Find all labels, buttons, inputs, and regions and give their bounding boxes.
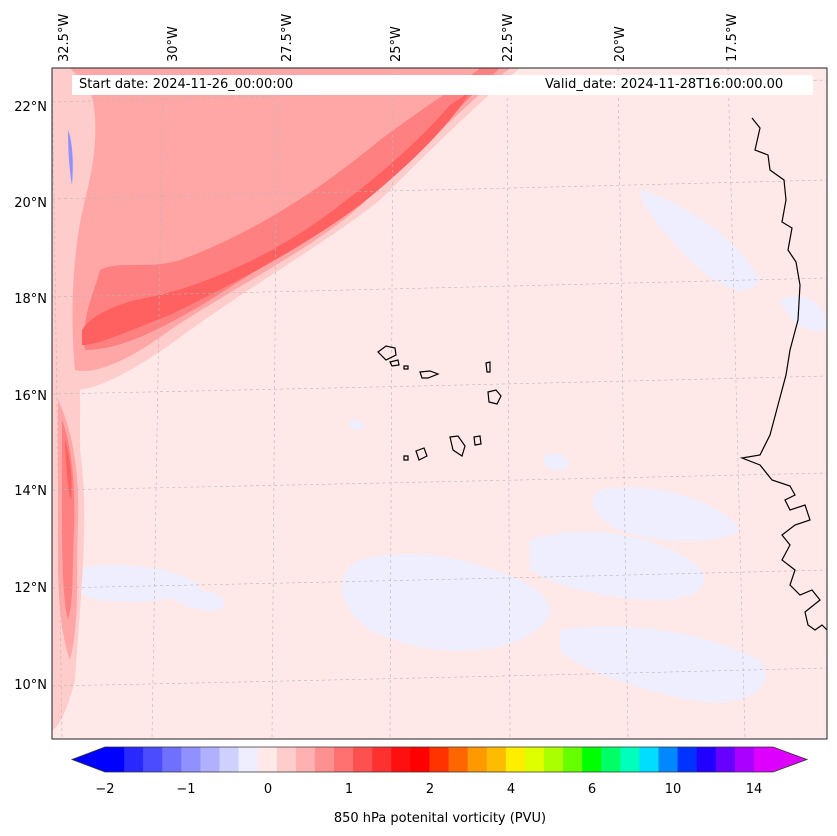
lat-label: 20°N [14,196,47,211]
colorbar-segment [372,747,392,772]
colorbar-segment [410,747,430,772]
colorbar-segment [276,747,297,772]
colorbar-segment [639,747,659,772]
colorbar-segment [563,747,583,772]
colorbar-segment [448,747,469,772]
start-date-box: Start date: 2024-11-26_00:00:00 [72,75,549,95]
colorbar-segment [543,747,564,772]
colorbar-tick-label: 6 [588,782,596,797]
colorbar-segment [353,747,373,772]
colorbar-tick-labels: −2 −1 0 1 2 4 6 10 14 [95,782,762,797]
colorbar-segment [486,747,507,772]
lon-label: 27.5°W [280,14,295,62]
colorbar-segment [143,747,163,772]
colorbar-segment [677,747,698,772]
map-frame [51,67,828,740]
lat-label: 22°N [14,100,47,115]
lat-label: 16°N [14,389,47,404]
colorbar-tick-label: −2 [95,782,114,797]
lat-label: 12°N [14,581,47,596]
lon-label: 22.5°W [501,14,516,62]
lon-label: 17.5°W [725,14,740,62]
colorbar-extend-high [773,747,807,772]
colorbar-tick-label: −1 [176,782,195,797]
colorbar-segment [257,747,278,772]
colorbar-segment [429,747,450,772]
colorbar-outline [70,746,809,773]
colorbar-segment [696,747,717,772]
map-panel [52,68,827,739]
colorbar-segment [505,747,526,772]
colorbar-segment [334,747,354,772]
colorbar-segment [467,747,488,772]
colorbar-tick-label: 1 [345,782,353,797]
lon-label: 20°W [613,26,628,62]
pv-band-strong [83,68,500,350]
pv-band-core [82,92,470,345]
colorbar-segment [314,747,335,772]
colorbar-segment [162,747,182,772]
latitude-labels: 22°N 20°N 18°N 16°N 14°N 12°N 10°N [14,100,47,693]
colorbar-tick-label: 2 [426,782,434,797]
lat-label: 10°N [14,678,47,693]
colorbar-segment [391,747,411,772]
lon-label: 32.5°W [57,14,72,62]
colorbar-segment [295,747,316,772]
longitude-labels: 32.5°W 30°W 27.5°W 25°W 22.5°W 20°W 17.5… [57,14,740,62]
valid-date-label: Valid_date: 2024-11-28T16:00:00.00 [545,77,784,92]
colorbar-segment [238,747,259,772]
gridlines [52,68,827,739]
colorbar [70,746,809,773]
colorbar-segment [105,747,125,772]
colorbar-tick-label: 14 [746,782,763,797]
start-date-label: Start date: 2024-11-26_00:00:00 [79,77,294,92]
colorbar-segment [200,747,221,772]
colorbar-segment [620,747,640,772]
colorbar-segment [601,747,621,772]
colorbar-extend-low [72,747,105,772]
colorbar-segment [734,747,755,772]
lon-label: 25°W [389,26,404,62]
cape-verde-islands [377,345,502,461]
colorbar-segment [181,747,201,772]
pv-vertical-core [62,420,75,620]
colorbar-segment [124,747,144,772]
colorbar-segment [582,747,602,772]
lat-label: 14°N [14,484,47,499]
colorbar-tick-label: 4 [507,782,515,797]
african-coastline [739,117,827,631]
colorbar-segment [715,747,736,772]
negative-pv-streak [68,130,73,185]
lat-label: 18°N [14,292,47,307]
colorbar-segment [524,747,545,772]
colorbar-tick-label: 0 [264,782,272,797]
pv-vertical-peak [65,440,72,500]
colorbar-segment [658,747,679,772]
colorbar-tick-label: 10 [665,782,682,797]
valid-date-box: Valid_date: 2024-11-28T16:00:00.00 [540,75,813,95]
colorbar-label: 850 hPa potenital vorticity (PVU) [334,811,546,826]
lon-label: 30°W [166,26,181,62]
colorbar-segment [753,747,774,772]
colorbar-segment [219,747,240,772]
